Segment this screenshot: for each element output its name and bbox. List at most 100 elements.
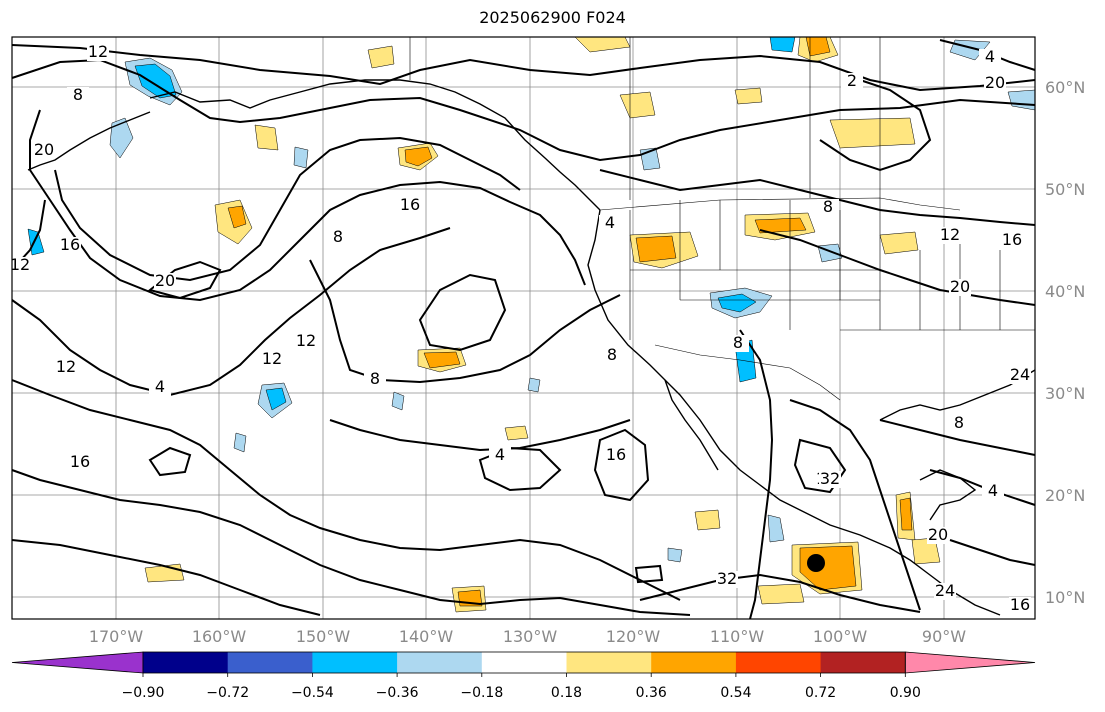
contour-value-label: 8: [954, 413, 964, 432]
contour: [29, 109, 586, 302]
contour: [634, 564, 664, 584]
contour: [54, 136, 521, 282]
coastline-yucatan: [919, 469, 977, 521]
contour-value-label: 16: [70, 452, 90, 471]
latitude-label: 60°N: [1045, 78, 1085, 97]
contour: [879, 419, 1036, 456]
lat-lon-grid: [12, 37, 1035, 619]
contour-value-label: 32: [820, 469, 840, 488]
contour-label-bg: [59, 237, 81, 254]
contour-value-label: 2: [847, 71, 857, 90]
contour-value-label: 4: [985, 47, 995, 66]
storm-center-marker: [807, 554, 825, 572]
contour-value-label: 20: [34, 140, 54, 159]
longitude-label: 90°W: [922, 627, 966, 646]
map-frame: [11, 36, 1036, 620]
contour-label-bg: [87, 44, 109, 61]
contour-value-label: 24: [935, 581, 955, 600]
latitude-label: 30°N: [1045, 384, 1085, 403]
contour-label-bg: [1001, 232, 1023, 249]
coastline-alaska: [149, 79, 601, 211]
positive-anomaly-core: [227, 205, 247, 229]
contour-value-label: 20: [928, 525, 948, 544]
contour-value-label: 20: [950, 277, 970, 296]
contour-label-bg: [716, 571, 738, 588]
colorbar-tick-label: −0.54: [291, 685, 334, 701]
coastline-baja: [664, 379, 719, 471]
contour-value-label: 12: [88, 42, 108, 61]
latitude-label: 40°N: [1045, 282, 1085, 301]
contour-value-label: 4: [155, 377, 165, 396]
positive-anomaly: [879, 231, 919, 255]
contour-label-bg: [33, 142, 55, 159]
longitude-label: 110°W: [710, 627, 765, 646]
latitude-label: 20°N: [1045, 486, 1085, 505]
longitude-label: 100°W: [813, 627, 868, 646]
positive-anomaly-core: [404, 146, 433, 167]
contour-label-bg: [69, 454, 91, 471]
contour: [759, 229, 1036, 306]
contour: [11, 539, 321, 616]
contour-value-label: 4: [495, 445, 505, 464]
negative-anomaly: [293, 146, 309, 169]
negative-anomaly: [527, 377, 541, 393]
contour: [11, 58, 1036, 162]
map-title: 2025062900 F024: [479, 8, 626, 27]
contour-labels: 1282016204121612841681212482020243232241…: [9, 42, 1031, 614]
contour-value-label: 20: [155, 271, 175, 290]
coastline-west-coast: [587, 209, 1001, 616]
contour-label-bg: [949, 279, 971, 296]
contour: [11, 469, 691, 616]
positive-anomaly: [829, 117, 916, 149]
colorbar-labels: −0.90 −0.72 −0.54 −0.36 −0.18 0.18 0.36 0.54 0.7…: [122, 673, 921, 701]
colorbar-bin: [820, 652, 906, 673]
colorbar-tick-label: 0.90: [890, 685, 921, 701]
negative-anomaly-core: [134, 63, 177, 99]
coastlines: [27, 79, 1036, 616]
contour-label-bg: [948, 415, 970, 432]
negative-anomaly-core: [717, 293, 757, 313]
contour-label-bg: [1009, 367, 1031, 384]
longitude-label: 150°W: [296, 627, 351, 646]
contour-label-bg: [154, 273, 176, 290]
contour-label-bg: [601, 347, 623, 364]
colorbar-tick-label: 0.54: [720, 685, 751, 701]
contour: [478, 446, 562, 492]
contour-label-bg: [489, 447, 511, 464]
contour-label-bg: [327, 229, 349, 246]
positive-anomaly: [734, 87, 763, 105]
contour: [11, 44, 1036, 92]
colorbar-tick-label: −0.18: [460, 685, 503, 701]
contour-label-bg: [149, 379, 171, 396]
negative-anomaly: [667, 547, 683, 563]
contour: [949, 539, 1036, 566]
colorbar-tick-label: −0.36: [376, 685, 419, 701]
canada-provinces: [629, 37, 881, 200]
contour: [11, 227, 451, 397]
contour-label-bg: [9, 257, 31, 274]
positive-anomaly-core: [423, 351, 461, 369]
contour-value-label: 32: [717, 569, 737, 588]
contour: [819, 79, 932, 172]
longitude-labels: 170°W 160°W 150°W 140°W 130°W 120°W 110°W 100°W…: [89, 627, 966, 646]
contour-label-bg: [399, 197, 421, 214]
longitude-label: 160°W: [192, 627, 247, 646]
contour-label-bg: [727, 335, 749, 352]
contour-label-bg: [295, 333, 317, 350]
contour-label-bg: [599, 215, 621, 232]
latitude-labels: 60°N 50°N 40°N 30°N 20°N 10°N: [1045, 78, 1085, 607]
contour-value-label: 8: [733, 333, 743, 352]
contour-label-bg: [817, 199, 839, 216]
contour-label-bg: [364, 371, 386, 388]
longitude-label: 140°W: [399, 627, 454, 646]
contour-label-bg: [261, 351, 283, 368]
colorbar-bin: [227, 652, 313, 673]
colorbar-bin: [735, 652, 822, 673]
contour-label-bg: [939, 227, 961, 244]
contour: [593, 428, 650, 502]
contour-value-label: 12: [940, 225, 960, 244]
positive-anomaly: [367, 45, 395, 69]
contour: [148, 446, 192, 477]
negative-anomaly: [27, 228, 45, 256]
